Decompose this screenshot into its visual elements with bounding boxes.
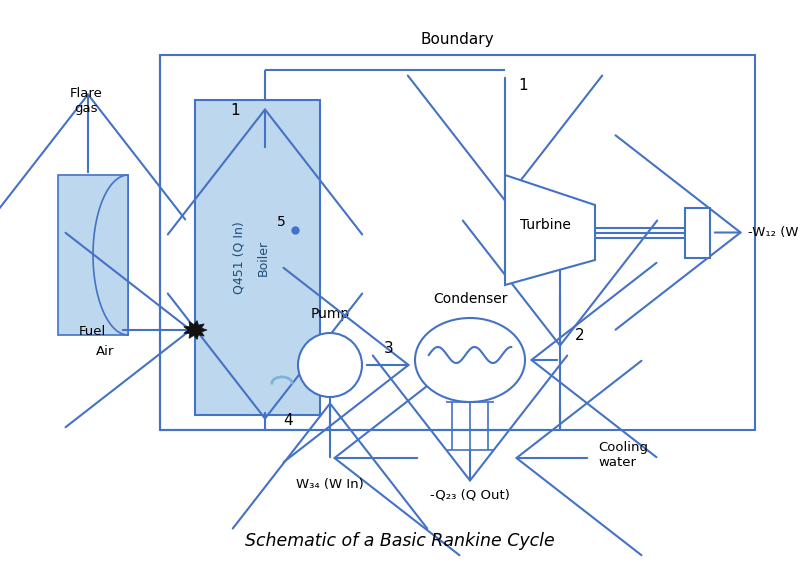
- Bar: [160, 55, 755, 430]
- Polygon shape: [93, 175, 128, 335]
- Text: Boiler: Boiler: [258, 240, 270, 275]
- Text: Pump: Pump: [310, 307, 350, 321]
- Ellipse shape: [415, 318, 525, 402]
- Text: Flare
gas: Flare gas: [70, 87, 102, 115]
- Text: Turbine: Turbine: [519, 218, 570, 232]
- Text: W₃₄ (W In): W₃₄ (W In): [296, 478, 364, 491]
- Text: Condenser: Condenser: [433, 292, 507, 306]
- Text: -W₁₂ (W out): -W₁₂ (W out): [748, 226, 800, 239]
- Bar: [58, 175, 128, 335]
- Circle shape: [298, 333, 362, 397]
- Text: 5: 5: [277, 215, 286, 229]
- Text: Cooling
water: Cooling water: [598, 441, 648, 469]
- Text: Boundary: Boundary: [421, 32, 494, 47]
- Polygon shape: [505, 175, 595, 285]
- Text: Q451 (Q In): Q451 (Q In): [232, 221, 246, 294]
- Bar: [195, 100, 320, 415]
- Text: Schematic of a Basic Rankine Cycle: Schematic of a Basic Rankine Cycle: [245, 532, 555, 550]
- Text: Air: Air: [96, 345, 114, 358]
- Text: -Q₂₃ (Q Out): -Q₂₃ (Q Out): [430, 488, 510, 501]
- Text: 1: 1: [230, 103, 240, 118]
- Bar: [685, 207, 710, 257]
- Text: Fuel: Fuel: [78, 325, 106, 338]
- Text: 4: 4: [283, 413, 293, 428]
- Polygon shape: [184, 320, 207, 340]
- Text: 1: 1: [518, 78, 528, 93]
- Text: 2: 2: [575, 328, 585, 343]
- Text: 3: 3: [384, 341, 394, 356]
